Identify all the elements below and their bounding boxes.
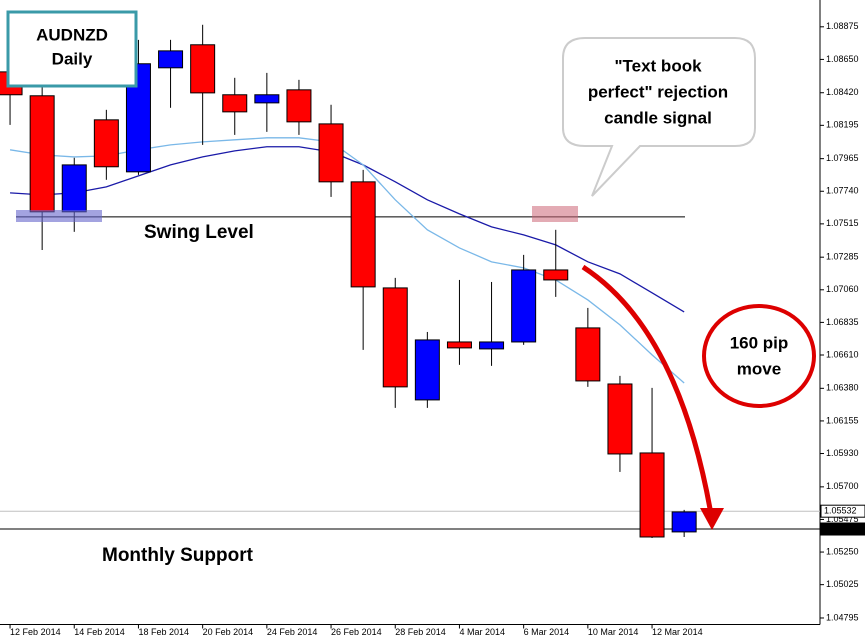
swing-highlight: [16, 210, 102, 222]
move-label: move: [737, 359, 781, 378]
candle-body: [639, 452, 665, 538]
y-tick-label: 1.07060: [826, 284, 859, 294]
y-tick-label: 1.08420: [826, 87, 859, 97]
move-label: 160 pip: [730, 333, 789, 352]
candle-body: [29, 95, 55, 213]
move-arrow: [581, 264, 715, 521]
callout-line: candle signal: [604, 108, 712, 127]
y-tick-label: 1.06610: [826, 349, 859, 359]
candle-body: [446, 341, 472, 349]
candle-body: [158, 50, 184, 69]
candle-body: [286, 89, 312, 123]
callout-bubble: [562, 37, 756, 197]
y-tick-label: 1.07965: [826, 153, 859, 163]
arrow-head: [700, 508, 724, 530]
y-tick-label: 1.05475: [826, 514, 859, 524]
y-tick-label: 1.08195: [826, 120, 859, 130]
candle-body: [190, 44, 216, 94]
x-tick-label: 20 Feb 2014: [203, 627, 254, 637]
x-tick-label: 26 Feb 2014: [331, 627, 382, 637]
candle-body: [543, 269, 569, 281]
y-tick-label: 1.05700: [826, 481, 859, 491]
candle-body: [61, 164, 87, 213]
x-tick-label: 12 Feb 2014: [10, 627, 61, 637]
candle-body: [350, 181, 376, 288]
y-tick-label: 1.04795: [826, 612, 859, 622]
timeframe: Daily: [52, 49, 93, 68]
callout-line: perfect" rejection: [588, 82, 728, 101]
candle-body: [607, 383, 633, 455]
y-tick-label: 1.08650: [826, 54, 859, 64]
callout-line: "Text book: [614, 56, 702, 75]
move-circle: [702, 304, 816, 408]
price-label: 1.05409: [824, 523, 857, 533]
candle-body: [479, 341, 505, 350]
moving-average: [10, 146, 685, 313]
support-label: Monthly Support: [102, 545, 254, 566]
x-tick-label: 14 Feb 2014: [74, 627, 125, 637]
y-tick-label: 1.07285: [826, 252, 859, 262]
y-tick-label: 1.05025: [826, 579, 859, 589]
y-tick-label: 1.05930: [826, 448, 859, 458]
candle-body: [93, 119, 119, 168]
moving-average: [9, 137, 685, 384]
candle-body: [414, 339, 440, 401]
x-tick-label: 10 Mar 2014: [588, 627, 639, 637]
x-tick-label: 28 Feb 2014: [395, 627, 446, 637]
candle-body: [511, 269, 537, 343]
price-label-box: [820, 522, 865, 536]
candle-body: [318, 123, 344, 183]
candle-body: [222, 94, 248, 113]
swing-label: Swing Level: [144, 222, 254, 243]
y-tick-label: 1.06835: [826, 317, 859, 327]
y-tick-label: 1.07515: [826, 218, 859, 228]
rejection-highlight: [532, 206, 578, 222]
y-tick-label: 1.07740: [826, 186, 859, 196]
candle-body: [382, 287, 408, 388]
x-tick-label: 18 Feb 2014: [138, 627, 189, 637]
x-tick-label: 24 Feb 2014: [267, 627, 318, 637]
y-tick-label: 1.06380: [826, 383, 859, 393]
symbol: AUDNZD: [36, 25, 108, 44]
x-tick-label: 4 Mar 2014: [459, 627, 505, 637]
candle-body: [671, 511, 697, 533]
y-tick-label: 1.08875: [826, 21, 859, 31]
x-tick-label: 6 Mar 2014: [524, 627, 570, 637]
candle-body: [254, 94, 280, 104]
x-tick-label: 12 Mar 2014: [652, 627, 703, 637]
y-tick-label: 1.05250: [826, 546, 859, 556]
symbol-box: [6, 10, 138, 88]
y-tick-label: 1.06155: [826, 415, 859, 425]
price-label: 1.05532: [824, 506, 857, 516]
candle-body: [575, 327, 601, 382]
price-label-box: [820, 504, 865, 518]
